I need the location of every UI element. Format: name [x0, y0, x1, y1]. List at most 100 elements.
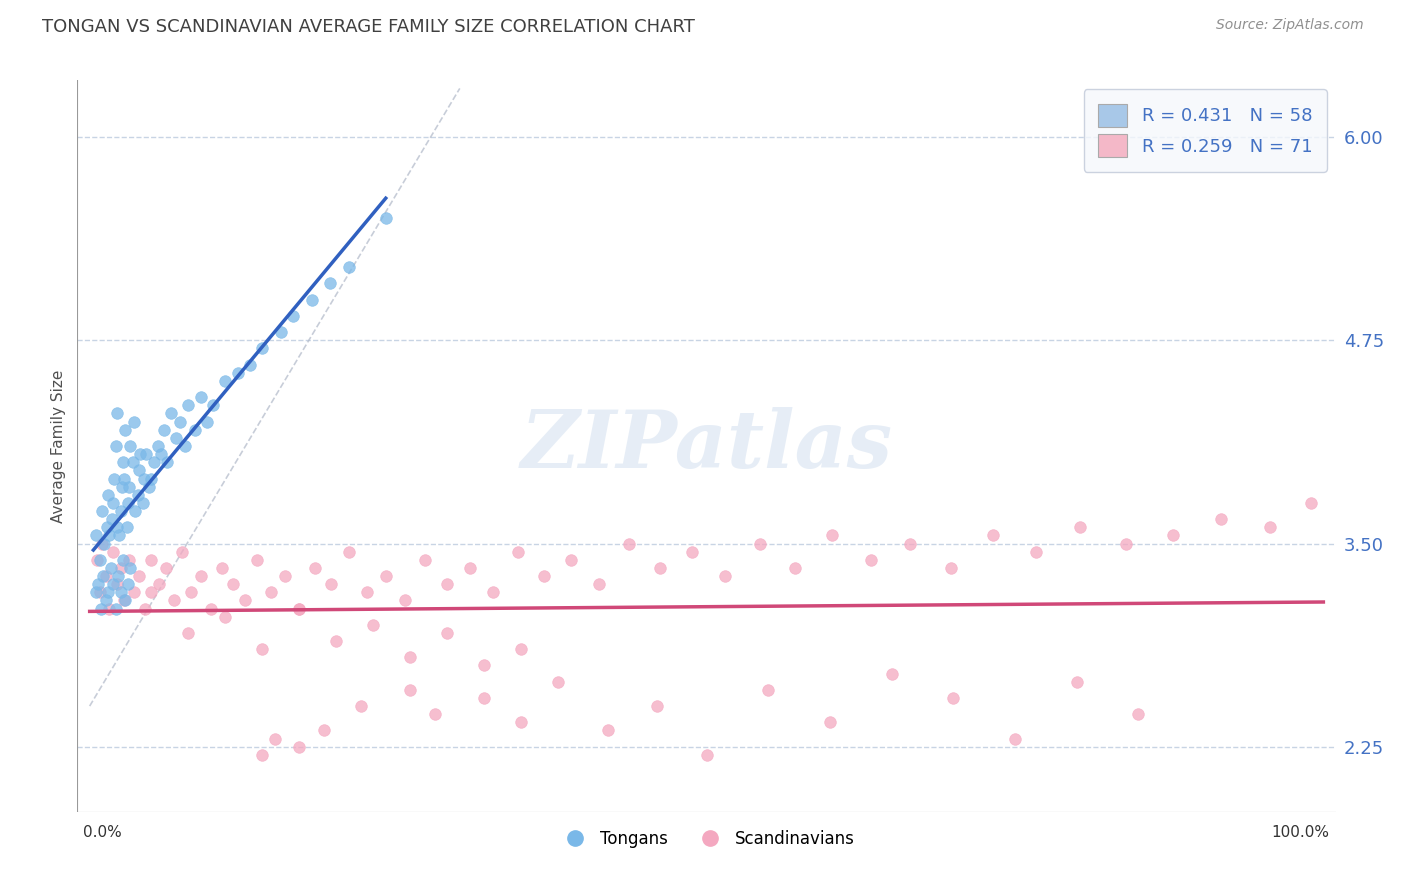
Point	[214, 374, 236, 388]
Point	[169, 415, 191, 429]
Point	[1025, 544, 1047, 558]
Point	[90, 601, 112, 615]
Point	[118, 480, 141, 494]
Point	[374, 569, 396, 583]
Point	[394, 593, 416, 607]
Point	[1004, 731, 1026, 746]
Point	[273, 569, 295, 583]
Point	[510, 715, 533, 730]
Point	[111, 553, 134, 567]
Point	[152, 423, 174, 437]
Y-axis label: Average Family Size: Average Family Size	[51, 369, 66, 523]
Point	[105, 407, 128, 421]
Point	[100, 561, 122, 575]
Point	[648, 561, 671, 575]
Point	[818, 715, 841, 730]
Point	[423, 707, 446, 722]
Point	[304, 561, 326, 575]
Point	[337, 544, 360, 558]
Point	[91, 504, 114, 518]
Point	[173, 439, 195, 453]
Point	[122, 415, 145, 429]
Point	[195, 415, 218, 429]
Point	[84, 528, 107, 542]
Point	[319, 277, 342, 291]
Point	[350, 699, 373, 714]
Point	[165, 431, 187, 445]
Point	[785, 561, 807, 575]
Point	[239, 358, 262, 372]
Point	[283, 309, 305, 323]
Point	[117, 496, 139, 510]
Point	[617, 536, 640, 550]
Point	[1128, 707, 1150, 722]
Point	[121, 455, 143, 469]
Point	[101, 544, 124, 558]
Point	[458, 561, 481, 575]
Point	[560, 553, 582, 567]
Point	[150, 447, 173, 461]
Point	[1209, 512, 1232, 526]
Point	[939, 561, 962, 575]
Point	[252, 747, 274, 762]
Point	[696, 747, 718, 762]
Point	[312, 723, 335, 738]
Point	[180, 585, 202, 599]
Text: ZIPatlas: ZIPatlas	[520, 408, 893, 484]
Point	[103, 471, 125, 485]
Text: TONGAN VS SCANDINAVIAN AVERAGE FAMILY SIZE CORRELATION CHART: TONGAN VS SCANDINAVIAN AVERAGE FAMILY SI…	[42, 18, 695, 36]
Point	[120, 439, 142, 453]
Point	[96, 520, 118, 534]
Point	[120, 561, 142, 575]
Point	[898, 536, 921, 550]
Point	[87, 577, 110, 591]
Point	[233, 593, 256, 607]
Legend: Tongans, Scandinavians: Tongans, Scandinavians	[551, 823, 862, 855]
Point	[89, 553, 111, 567]
Point	[177, 626, 200, 640]
Point	[104, 439, 127, 453]
Point	[533, 569, 555, 583]
Point	[399, 682, 422, 697]
Point	[86, 553, 108, 567]
Point	[474, 690, 496, 705]
Point	[177, 398, 200, 412]
Point	[135, 447, 157, 461]
Point	[301, 293, 323, 307]
Point	[288, 601, 311, 615]
Point	[821, 528, 844, 542]
Point	[288, 601, 311, 615]
Point	[1069, 520, 1091, 534]
Point	[436, 577, 458, 591]
Point	[1299, 496, 1322, 510]
Point	[141, 553, 163, 567]
Text: 100.0%: 100.0%	[1271, 825, 1330, 839]
Point	[94, 593, 117, 607]
Point	[91, 536, 114, 550]
Point	[112, 471, 135, 485]
Point	[288, 739, 311, 754]
Point	[399, 650, 422, 665]
Point	[510, 642, 533, 657]
Point	[114, 593, 136, 607]
Point	[155, 561, 177, 575]
Point	[134, 601, 156, 615]
Point	[547, 674, 569, 689]
Point	[942, 690, 965, 705]
Point	[105, 577, 128, 591]
Point	[183, 423, 205, 437]
Point	[374, 211, 396, 226]
Point	[1066, 674, 1088, 689]
Point	[97, 585, 120, 599]
Point	[588, 577, 610, 591]
Text: Source: ZipAtlas.com: Source: ZipAtlas.com	[1216, 18, 1364, 32]
Point	[141, 585, 163, 599]
Point	[98, 528, 121, 542]
Point	[105, 520, 128, 534]
Point	[321, 577, 343, 591]
Point	[118, 553, 141, 567]
Point	[1115, 536, 1137, 550]
Point	[148, 577, 170, 591]
Point	[132, 471, 155, 485]
Point	[162, 593, 184, 607]
